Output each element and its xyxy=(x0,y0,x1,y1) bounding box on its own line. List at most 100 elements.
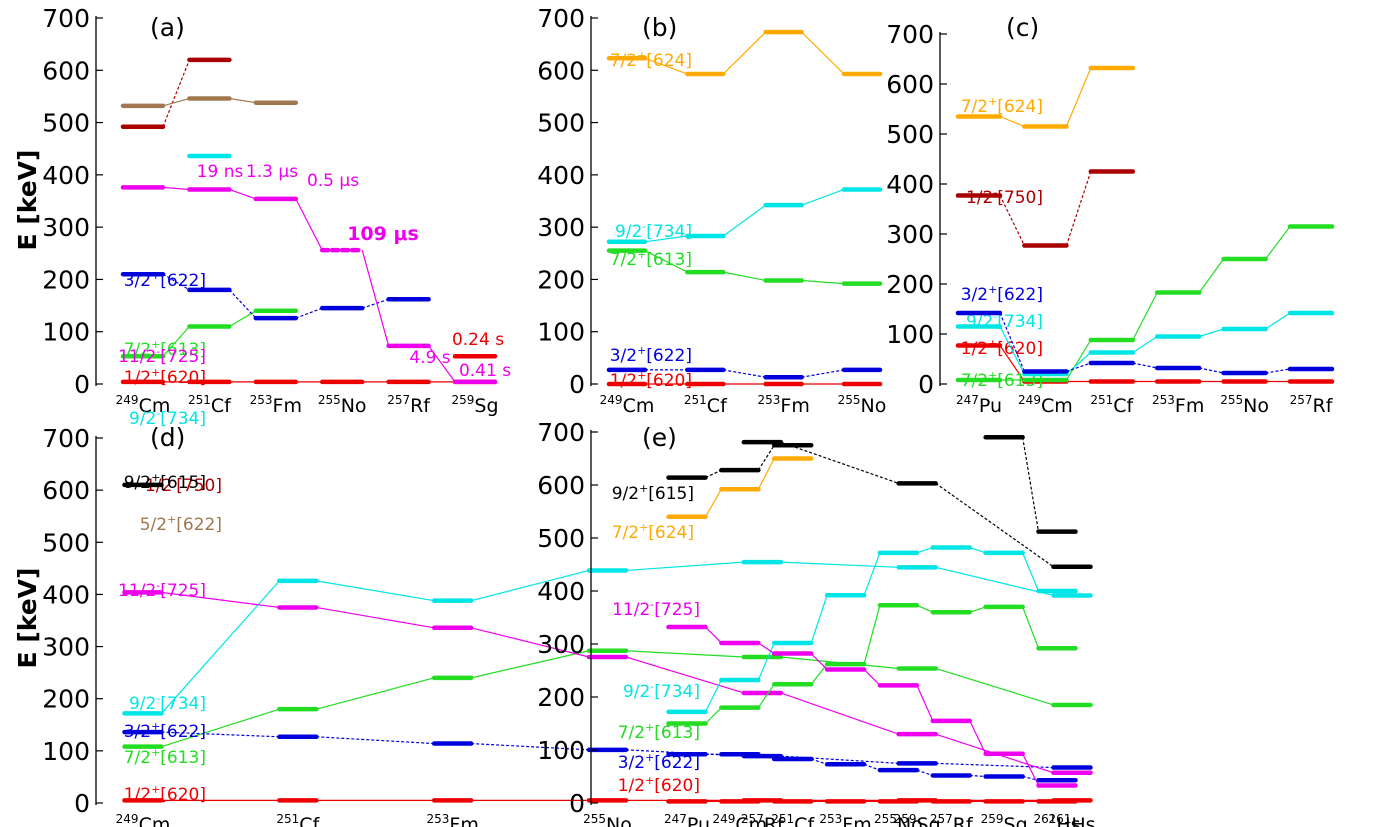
panel-c: 0 100 200 300 400 500 600 700 (c) 247Pu 249Cm 251Cf… xyxy=(886,13,1335,417)
y-tick-label: 200 xyxy=(886,270,934,299)
nucleus-label: 249Cm xyxy=(713,812,768,827)
level-label: 1/2-[750] xyxy=(966,186,1043,208)
y-tick-label: 600 xyxy=(537,471,585,500)
nucleus-label: 253Fm xyxy=(819,812,871,827)
level-label: 11/2-[725] xyxy=(612,598,700,620)
half-life-annotation: 0.24 s xyxy=(452,330,504,350)
level-connector xyxy=(1199,328,1224,338)
nucleus-label: 255No xyxy=(838,393,887,417)
level-connector xyxy=(471,627,590,658)
nucleus-label: 259Sg xyxy=(981,812,1028,827)
level-connector xyxy=(916,685,934,722)
level-connector xyxy=(162,59,190,127)
half-life-annotation: 19 ns xyxy=(197,162,244,182)
level-label: 11/2-[725] xyxy=(118,579,206,601)
level-label: 9/2-[734] xyxy=(966,310,1043,332)
half-life-annotation: 0.5 μs xyxy=(307,171,359,191)
y-tick-label: 400 xyxy=(537,161,585,190)
level-connector xyxy=(1066,362,1091,373)
panel-label: (d) xyxy=(150,423,185,452)
level-connector xyxy=(316,677,435,710)
y-tick-label: 500 xyxy=(537,109,585,138)
y-tick-label: 0 xyxy=(569,370,585,399)
half-life-annotation: 109 μs xyxy=(347,223,419,245)
level-connector xyxy=(705,626,722,644)
nucleus-label: 257Rf xyxy=(930,812,974,827)
level-connector xyxy=(969,720,987,754)
level-connector xyxy=(1132,362,1158,369)
level-connector xyxy=(471,569,590,602)
level-connector xyxy=(810,595,828,644)
level-label: 7/2+[624] xyxy=(610,49,692,71)
level-connector xyxy=(1065,67,1092,127)
level-connector xyxy=(162,97,190,107)
level-connector xyxy=(625,650,744,658)
level-label: 5/2+[622] xyxy=(140,513,222,535)
level-label: 7/2+[613] xyxy=(610,248,692,270)
y-tick-label: 0 xyxy=(74,370,90,399)
half-life-annotation: 0.41 s xyxy=(459,361,511,381)
level-connector xyxy=(229,97,256,104)
level-connector xyxy=(162,186,190,191)
nucleus-label: 253Fm xyxy=(426,812,478,827)
level-label: 9/2-[734] xyxy=(623,680,700,702)
level-label: 9/2-[734] xyxy=(615,220,692,242)
level-connector xyxy=(999,195,1025,246)
level-label: 9/2+[615] xyxy=(124,471,206,493)
level-connector xyxy=(1199,367,1224,374)
level-connector xyxy=(811,758,828,765)
y-tick-label: 600 xyxy=(42,476,90,505)
y-tick-label: 300 xyxy=(537,630,585,659)
level-connector xyxy=(722,31,767,75)
level-label: 9/2+[615] xyxy=(612,482,694,504)
level-connector xyxy=(1022,606,1040,649)
panel-label: (b) xyxy=(642,13,677,42)
level-connector xyxy=(644,57,688,75)
level-connector xyxy=(1022,753,1040,786)
nucleus-label: 251Cf xyxy=(771,812,815,827)
level-connector xyxy=(758,642,775,655)
y-tick-label: 200 xyxy=(42,265,90,294)
level-connector xyxy=(757,458,775,490)
nucleus-label: 253Fm xyxy=(1152,393,1204,417)
level-connector xyxy=(916,546,933,554)
nucleus-label: 247Pu xyxy=(956,393,1002,417)
y-tick-label: 100 xyxy=(42,737,90,766)
level-connector xyxy=(757,683,775,708)
nucleus-label: 257Rf xyxy=(741,812,785,827)
level-connector xyxy=(229,188,257,200)
nucleus-label: 253Fm xyxy=(250,393,302,417)
level-label: 1/2-[750] xyxy=(145,474,222,496)
nucleus-label: 249Cm xyxy=(116,393,171,417)
level-connector xyxy=(758,753,775,760)
level-connector xyxy=(625,561,744,572)
level-connector xyxy=(801,31,845,75)
nucleus-label: 261Hs xyxy=(1033,812,1080,827)
level-connector xyxy=(863,552,881,596)
level-label: 7/2+[613] xyxy=(618,721,700,743)
y-tick-label: 400 xyxy=(42,580,90,609)
level-connector xyxy=(1198,258,1225,293)
level-connector xyxy=(999,345,1025,382)
level-connector xyxy=(1065,171,1092,246)
y-tick-label: 700 xyxy=(42,4,90,33)
level-connector xyxy=(1265,312,1291,330)
level-connector xyxy=(1065,339,1092,381)
y-tick-label: 300 xyxy=(886,220,934,249)
y-tick-label: 400 xyxy=(886,170,934,199)
y-tick-label: 0 xyxy=(918,370,934,399)
y-tick-label: 200 xyxy=(537,265,585,294)
level-connector xyxy=(757,642,775,681)
level-connector xyxy=(161,580,280,714)
y-tick-label: 400 xyxy=(42,161,90,190)
level-connector xyxy=(722,204,767,237)
level-connector xyxy=(757,444,775,471)
nucleus-label: 249Cm xyxy=(1018,393,1073,417)
y-tick-label: 700 xyxy=(42,424,90,453)
panel-label: (a) xyxy=(150,13,185,42)
y-tick-label: 0 xyxy=(74,789,90,818)
level-connector xyxy=(780,692,899,735)
level-connector xyxy=(1022,775,1039,781)
y-axis-label-bottom: E [keV] xyxy=(13,568,42,669)
y-tick-label: 100 xyxy=(537,736,585,765)
